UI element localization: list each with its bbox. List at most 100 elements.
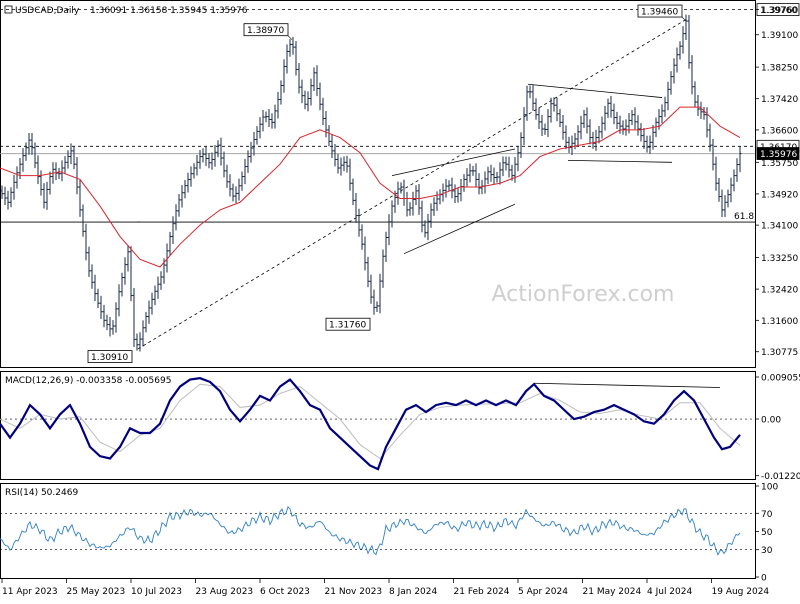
price-bar [117,284,121,317]
x-tick-label: 21 Feb 2024 [454,587,510,597]
price-bar [210,152,214,170]
price-bar [699,101,703,120]
fib-label: 61.8 [734,212,754,222]
price-panel-frame [0,0,756,368]
price-header: USDCAD,Daily 1.36091 1.36158 1.35945 1.3… [4,5,248,16]
price-bar [9,187,13,208]
price-bar [375,301,379,312]
x-tick-label: 25 May 2023 [67,587,126,597]
macd-y-axis: 0.009055 0.00 -0.012209 [755,373,800,482]
price-bar [357,208,361,237]
price-bar [669,71,673,95]
price-bar [6,190,10,210]
price-bar [258,117,262,139]
price-bar [315,65,319,97]
price-bar [684,14,688,41]
price-bar [660,104,664,124]
price-bar [597,126,601,144]
price-bar [696,95,700,116]
price-bar [729,177,733,203]
price-bar [234,186,238,204]
price-bar [282,59,286,93]
price-bar [348,158,352,191]
x-tick-label: 21 May 2024 [583,587,642,597]
price-bar [177,194,181,217]
price-bar [648,135,652,154]
rsi-label: RSI(14) 50.2469 [5,488,78,498]
price-bar [330,134,334,159]
price-bar [126,244,130,272]
price-bar [123,257,127,285]
price-bar [429,203,433,228]
price-bar [87,246,91,277]
annotation-text: 1.39460 [641,8,678,18]
price-bar [306,91,310,112]
price-bar [153,285,157,306]
price-bar [510,164,514,181]
price-bar [294,40,298,76]
annotation-box [87,350,133,363]
price-bar [336,153,340,174]
price-bar [189,166,193,187]
price-bar [732,169,736,192]
price-bar [372,289,376,315]
price-bar [369,274,373,304]
price-bar [609,95,613,118]
price-bar [291,36,295,55]
price-bar [351,178,355,206]
price-bar [687,14,691,69]
price-bar [708,123,712,152]
price-bar [390,200,394,228]
price-bar [135,333,139,351]
price-bar [54,162,58,181]
price-bar [462,174,466,192]
price-bar [21,148,25,172]
price-bar [408,202,412,216]
price-bar [603,105,607,131]
price-bar [264,111,268,123]
x-tick-label: 11 Apr 2023 [2,587,58,597]
price-bar [516,145,520,172]
price-bar [591,131,595,149]
price-bar [441,183,445,202]
x-tick-label: 21 Nov 2023 [325,587,383,597]
price-bar [507,156,511,178]
price-bar [675,47,679,73]
price-bar [438,189,442,205]
price-bar [387,214,391,246]
price-bar [549,97,553,123]
rsi-tick-label: 0 [761,574,767,584]
price-bar [621,120,625,135]
annotation-fib: 61.8 [734,212,754,222]
price-bar [576,125,580,146]
annotation-text: 1.30910 [91,353,128,363]
price-bar [27,133,31,155]
price-bar [252,131,256,156]
macd-line [0,377,741,471]
annotation-leader [681,16,687,22]
price-bar [192,163,196,179]
price-bar [63,156,67,175]
price-bar [645,135,649,153]
price-bar [546,109,550,138]
price-bar [561,115,565,140]
price-bar [396,181,400,205]
price-bar [75,156,79,195]
price-bar [579,115,583,140]
price-bar [225,164,229,188]
moving-average [0,106,741,268]
price-bar [114,302,118,333]
price-bar [537,107,541,130]
annotation-box [637,4,683,18]
price-bar [498,162,502,185]
price-bar [384,231,388,262]
price-bar [69,143,73,165]
price-bar [42,183,46,209]
rsi-tick-label: 30 [761,546,773,556]
price-bar [363,236,367,271]
price-bar [129,246,133,302]
price-bar [60,160,64,182]
price-bar [240,171,244,191]
price-bar [531,84,535,111]
